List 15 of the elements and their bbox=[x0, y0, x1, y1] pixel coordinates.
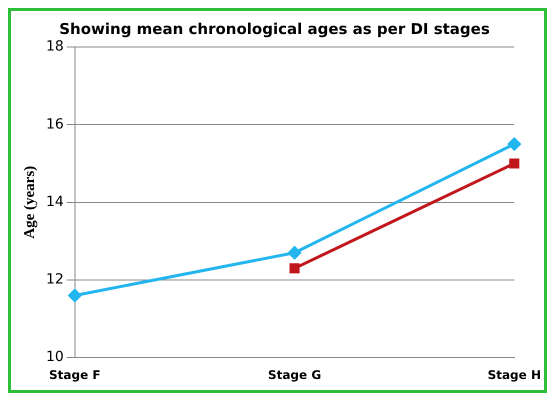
x-tick-label: Stage F bbox=[49, 368, 101, 382]
y-tick-label: 18 bbox=[46, 38, 64, 55]
point bbox=[509, 158, 520, 169]
y-tick-label: 16 bbox=[46, 116, 64, 132]
y-tick-label: 12 bbox=[46, 272, 64, 288]
point bbox=[68, 288, 82, 302]
point bbox=[290, 263, 300, 274]
chart-title: Showing mean chronological ages as per DI stages bbox=[59, 20, 490, 38]
x-tick-label: Stage G bbox=[268, 368, 322, 382]
point bbox=[508, 138, 521, 151]
x-tick-label: Stage H bbox=[488, 368, 542, 382]
point bbox=[288, 246, 302, 260]
y-tick-label: 10 bbox=[46, 349, 64, 366]
y-tick-label: 14 bbox=[46, 194, 64, 210]
y-axis-title: Age (years) bbox=[22, 166, 38, 239]
